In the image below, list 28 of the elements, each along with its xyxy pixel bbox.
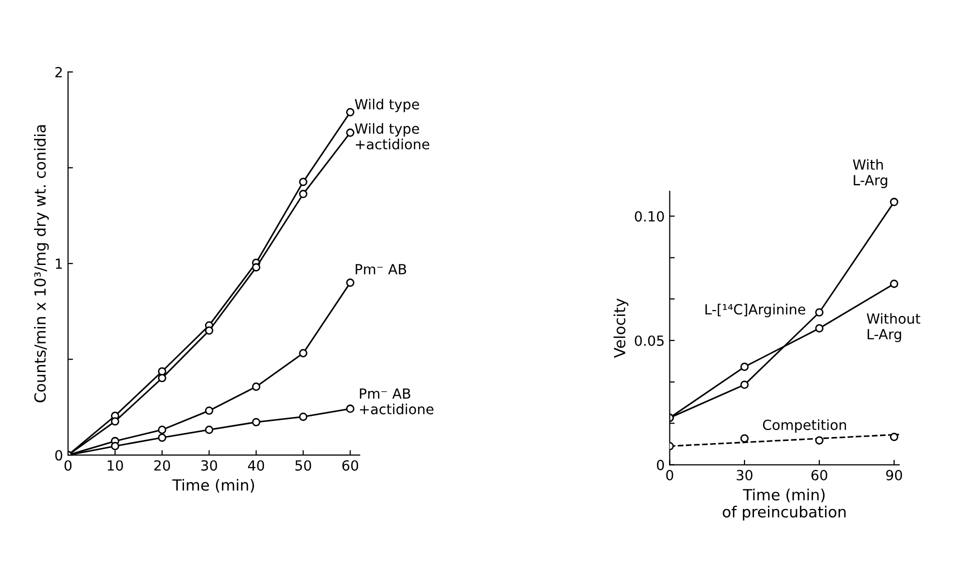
- y-tick-label: 2: [55, 66, 62, 78]
- y-axis-title: Velocity: [614, 298, 628, 358]
- x-tick-label: 0: [64, 460, 72, 471]
- x-axis-title: Time (min): [172, 478, 254, 493]
- x-tick-label: 0: [666, 470, 674, 480]
- x-tick-label: 60: [811, 470, 828, 480]
- x-tick-label: 40: [248, 460, 264, 471]
- series-label: Competition: [762, 419, 846, 433]
- y-tick-label: 0.10: [634, 211, 664, 222]
- series-label: Without L-Arg: [866, 313, 920, 342]
- x-tick-label: 30: [736, 470, 752, 480]
- series-label: Pm⁻ AB: [356, 264, 406, 274]
- series-label: With L-Arg: [852, 159, 888, 188]
- y-tick-label: 0: [55, 450, 62, 461]
- y-tick-label: 0.05: [634, 335, 664, 346]
- series-label: Pm⁻ AB +actidione: [360, 388, 434, 414]
- x-tick-label: 90: [886, 470, 902, 480]
- x-tick-label: 10: [108, 460, 123, 471]
- x-tick-label: 20: [154, 460, 170, 471]
- y-axis-title: Counts/min x 10³/mg dry wt. conidia: [34, 125, 49, 402]
- series-label: Wild type: [354, 98, 420, 112]
- x-tick-label: 50: [295, 460, 312, 471]
- x-tick-label: 30: [201, 460, 218, 471]
- series-label: Wild type +actidione: [354, 123, 430, 150]
- annotation: L-[¹⁴C]Arginine: [705, 304, 806, 318]
- y-tick-label: 1: [56, 258, 62, 269]
- x-axis-title: Time (min) of preincubation: [722, 488, 846, 521]
- x-tick-label: 60: [342, 460, 358, 471]
